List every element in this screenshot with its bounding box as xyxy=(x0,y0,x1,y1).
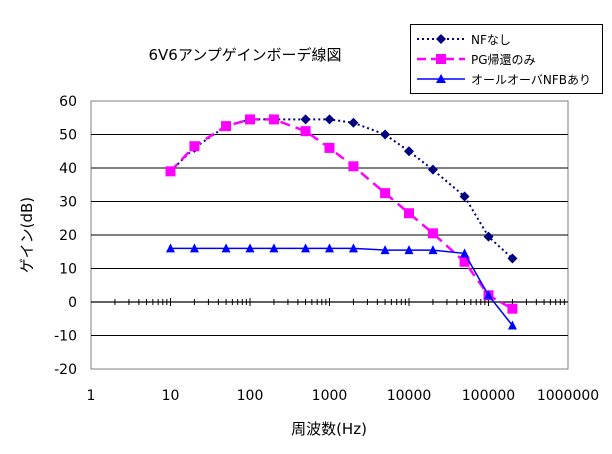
y-axis-label: ゲイン(dB) xyxy=(18,197,36,273)
x-minor-ticks xyxy=(114,298,565,306)
series-line xyxy=(169,118,514,310)
square-marker-icon xyxy=(417,54,465,64)
y-tick-label: -10 xyxy=(54,329,77,345)
y-tick-labels: 60 50 40 30 20 10 0 -10 -20 xyxy=(54,94,77,378)
data-point-triangle xyxy=(380,245,390,255)
data-point-square xyxy=(324,142,335,153)
x-tick-label: 100000 xyxy=(462,388,515,404)
legend-item-overall-nfb: オールオーバNFBあり xyxy=(411,69,602,89)
data-point-square xyxy=(300,126,311,137)
data-point-triangle xyxy=(245,243,255,253)
data-point-square xyxy=(221,121,232,132)
x-tick-label: 1000 xyxy=(312,388,348,404)
data-point-triangle xyxy=(301,243,311,253)
legend-item-pg-only: PG帰還のみ xyxy=(411,49,602,69)
data-point-diamond xyxy=(348,117,359,128)
y-tick-label: 60 xyxy=(59,94,77,110)
data-point-diamond xyxy=(483,231,494,242)
diamond-marker-icon xyxy=(417,34,465,44)
legend-item-nf-none: NFなし xyxy=(411,29,602,49)
data-point-triangle xyxy=(325,243,334,253)
data-point-square xyxy=(348,161,359,172)
data-point-triangle xyxy=(507,320,517,330)
y-tick-label: -20 xyxy=(54,362,77,378)
data-point-square xyxy=(189,141,200,152)
data-point-triangle xyxy=(348,243,358,253)
data-point-triangle xyxy=(166,243,175,253)
y-tick-label: 40 xyxy=(59,161,77,177)
data-point-triangle xyxy=(428,245,438,255)
data-point-triangle xyxy=(460,248,470,258)
data-point-square xyxy=(380,188,391,199)
y-tick-label: 50 xyxy=(59,128,77,144)
data-point-diamond xyxy=(507,253,518,264)
data-point-diamond xyxy=(427,164,438,175)
legend-label: NFなし xyxy=(471,33,511,47)
triangle-marker-icon xyxy=(417,74,465,83)
series-2 xyxy=(165,114,518,314)
x-axis-label: 周波数(Hz) xyxy=(291,420,367,438)
data-point-diamond xyxy=(459,191,470,202)
legend-label: オールオーバNFBあり xyxy=(471,73,591,87)
data-point-triangle xyxy=(269,243,279,253)
data-point-square xyxy=(245,114,255,125)
x-tick-labels: 1 10 100 1000 10000 100000 1000000 xyxy=(87,388,600,404)
series-3 xyxy=(166,243,517,330)
legend-label: PG帰還のみ xyxy=(471,53,536,67)
x-tick-label: 1000000 xyxy=(537,388,599,404)
chart-title: 6V6アンプゲインボーデ線図 xyxy=(149,46,342,64)
legend: NFなし PG帰還のみ オールオーバNFBあり xyxy=(410,24,603,94)
data-point-diamond xyxy=(380,129,391,140)
data-point-square xyxy=(404,208,414,219)
data-point-square xyxy=(165,166,176,177)
data-point-triangle xyxy=(221,243,231,253)
data-point-triangle xyxy=(484,290,493,300)
y-tick-label: 20 xyxy=(59,228,77,244)
x-tick-label: 10000 xyxy=(387,388,432,404)
data-point-diamond xyxy=(300,114,311,125)
data-point-square xyxy=(507,303,518,314)
series-layer xyxy=(165,114,518,330)
data-point-square xyxy=(427,228,438,239)
series-line xyxy=(170,247,513,326)
data-point-square xyxy=(268,114,279,125)
x-tick-label: 1 xyxy=(87,388,96,404)
data-point-diamond xyxy=(404,146,414,157)
data-point-square xyxy=(459,256,470,267)
x-tick-label: 100 xyxy=(237,388,264,404)
data-point-triangle xyxy=(189,243,199,253)
y-tick-label: 10 xyxy=(59,262,77,278)
data-point-diamond xyxy=(324,114,335,125)
y-tick-label: 0 xyxy=(68,295,77,311)
x-tick-label: 10 xyxy=(162,388,180,404)
data-point-triangle xyxy=(404,245,414,255)
y-tick-label: 30 xyxy=(59,195,77,211)
